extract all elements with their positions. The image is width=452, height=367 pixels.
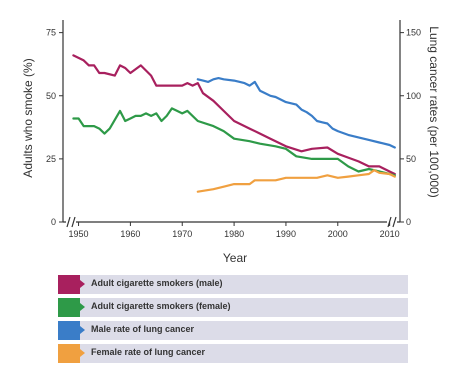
x-tick-label: 1960 — [120, 229, 140, 239]
legend-label: Male rate of lung cancer — [91, 324, 195, 334]
x-tick-label: 1970 — [172, 229, 192, 239]
y-tick-label-left: 50 — [46, 91, 56, 101]
y-tick-label-right: 50 — [406, 154, 416, 164]
legend: Adult cigarette smokers (male) Adult cig… — [58, 275, 408, 367]
legend-label: Female rate of lung cancer — [91, 347, 206, 357]
y-tick-label-left: 25 — [46, 154, 56, 164]
x-tick-label: 2010 — [380, 229, 400, 239]
x-axis-break-left-mask — [66, 216, 76, 228]
legend-swatch-female-smokers — [58, 298, 85, 317]
series-lines — [72, 54, 396, 193]
legend-swatch-male-smokers — [58, 275, 85, 294]
y-tick-label-right: 0 — [406, 217, 411, 227]
y-axis-label-left: Adults who smoke (%) — [21, 58, 35, 177]
legend-label: Adult cigarette smokers (female) — [91, 301, 231, 311]
x-axis-break-left — [66, 216, 76, 228]
series-line-1 — [72, 107, 396, 177]
x-tick-label: 1990 — [276, 229, 296, 239]
y-tick-label-left: 75 — [46, 28, 56, 38]
x-tick-label: 1950 — [69, 229, 89, 239]
series-line-3 — [196, 169, 396, 193]
series-line-0 — [72, 54, 396, 176]
x-axis-break-right-mask — [387, 216, 397, 228]
series-line-2 — [196, 77, 396, 149]
x-tick-label: 1980 — [224, 229, 244, 239]
legend-item-male-smokers: Adult cigarette smokers (male) — [58, 275, 408, 294]
y-tick-label-right: 150 — [406, 28, 421, 38]
legend-swatch-male-cancer — [58, 321, 85, 340]
y-axis-label-right: Lung cancer rates (per 100,000) — [427, 26, 441, 197]
axes: 0 25 50 75 0 50 100 150 1950 1960 1970 1980 1990 2000… — [46, 20, 421, 239]
x-axis-label: Year — [223, 251, 247, 265]
y-tick-label-left: 0 — [51, 217, 56, 227]
legend-item-female-cancer: Female rate of lung cancer — [58, 344, 408, 363]
legend-item-male-cancer: Male rate of lung cancer — [58, 321, 408, 340]
x-tick-label: 2000 — [328, 229, 348, 239]
y-tick-label-right: 100 — [406, 91, 421, 101]
legend-swatch-female-cancer — [58, 344, 85, 363]
legend-label: Adult cigarette smokers (male) — [91, 278, 223, 288]
legend-item-female-smokers: Adult cigarette smokers (female) — [58, 298, 408, 317]
